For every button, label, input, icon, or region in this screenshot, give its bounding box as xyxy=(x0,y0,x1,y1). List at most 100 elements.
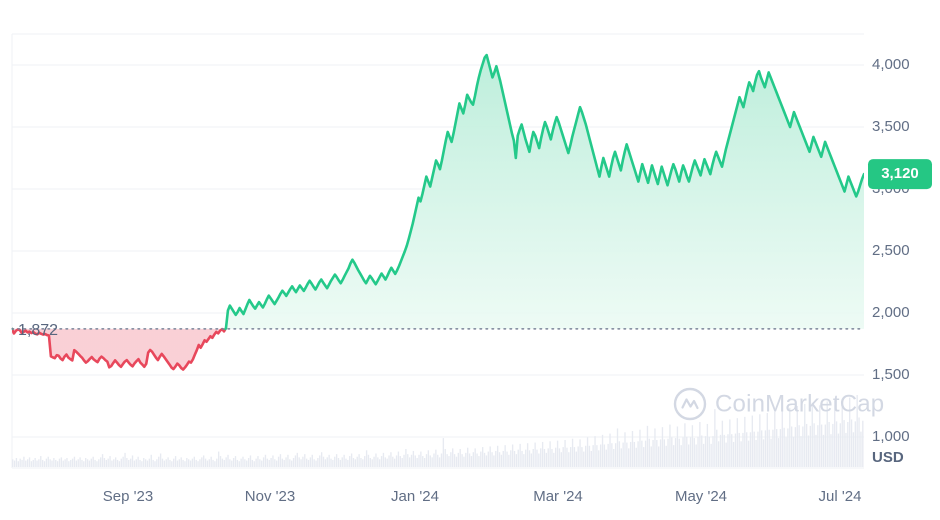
volume-bar xyxy=(695,444,697,467)
volume-bar xyxy=(555,447,557,467)
volume-bar xyxy=(225,457,227,467)
volume-bar xyxy=(85,458,87,467)
y-axis-tick-label: 4,000 xyxy=(872,56,910,73)
volume-bar xyxy=(749,432,752,467)
volume-bar xyxy=(783,427,785,467)
volume-bar xyxy=(599,444,602,467)
volume-bar xyxy=(568,452,570,467)
volume-bar xyxy=(701,435,703,467)
volume-bar xyxy=(287,454,289,467)
volume-bar xyxy=(804,404,806,467)
volume-bar xyxy=(414,455,416,467)
volume-bar xyxy=(116,459,119,467)
volume-bar xyxy=(564,440,566,467)
volume-bar xyxy=(629,441,632,467)
volume-bar xyxy=(161,458,164,467)
volume-bar xyxy=(820,424,823,467)
volume-bar xyxy=(154,461,156,467)
volume-bar xyxy=(689,437,692,467)
volume-bar xyxy=(101,454,104,467)
volume-bar xyxy=(315,460,317,467)
volume-bar xyxy=(472,452,474,467)
volume-bar xyxy=(281,458,283,467)
volume-bar xyxy=(367,454,370,467)
volume-bar xyxy=(90,458,92,467)
x-axis-tick-label: Jul '24 xyxy=(819,488,862,505)
volume-bar xyxy=(592,445,594,467)
volume-bar xyxy=(663,439,665,467)
volume-bar xyxy=(375,453,377,467)
volume-bar xyxy=(755,440,757,467)
volume-bar xyxy=(242,456,244,467)
volume-bar xyxy=(637,441,639,467)
volume-bar xyxy=(64,459,66,467)
volume-bar xyxy=(356,456,358,467)
volume-bar xyxy=(66,458,68,467)
x-axis-tick-label: Jan '24 xyxy=(391,488,439,505)
volume-bar xyxy=(719,434,722,467)
volume-bar xyxy=(828,422,830,467)
volume-bar xyxy=(536,449,538,467)
currency-label: USD xyxy=(872,449,904,466)
volume-bar xyxy=(21,459,23,467)
volume-bar xyxy=(141,461,143,467)
volume-bar xyxy=(716,429,718,467)
volume-bar xyxy=(644,440,647,467)
volume-bar xyxy=(266,458,269,467)
volume-bar xyxy=(498,452,501,467)
volume-bar xyxy=(244,459,246,467)
volume-bar xyxy=(807,435,810,467)
volume-bar xyxy=(103,458,106,467)
volume-bar xyxy=(395,455,398,467)
volume-bar xyxy=(764,430,767,467)
volume-bar xyxy=(189,460,192,467)
volume-bar xyxy=(339,459,342,467)
volume-bar xyxy=(502,450,504,467)
volume-bar xyxy=(362,459,364,467)
volume-bar xyxy=(283,459,285,467)
volume-bar xyxy=(191,458,194,467)
volume-bar xyxy=(678,438,680,467)
volume-bar xyxy=(729,419,731,467)
volume-bar xyxy=(485,455,488,467)
x-axis-tick-label: Nov '23 xyxy=(245,488,295,505)
volume-bar xyxy=(146,460,149,467)
volume-bar xyxy=(626,442,628,467)
volume-bar xyxy=(768,429,770,467)
volume-bar xyxy=(779,429,782,467)
volume-bar xyxy=(73,456,76,467)
volume-bar xyxy=(188,459,190,467)
volume-bar xyxy=(352,458,355,467)
volume-bar xyxy=(19,458,21,467)
volume-bar xyxy=(171,461,173,467)
volume-bar xyxy=(58,458,61,467)
volume-bar xyxy=(596,445,598,467)
volume-bar xyxy=(482,447,484,467)
volume-bar xyxy=(41,459,44,467)
volume-bar xyxy=(532,449,534,467)
volume-bar xyxy=(790,426,793,467)
volume-bar xyxy=(740,441,742,467)
volume-bar xyxy=(845,432,847,467)
volume-bar xyxy=(862,420,864,467)
volume-bar xyxy=(785,437,787,467)
y-axis-tick-label: 2,000 xyxy=(872,304,910,321)
volume-bar xyxy=(279,454,282,467)
y-axis-tick-label: 2,500 xyxy=(872,242,910,259)
volume-bar xyxy=(525,449,527,467)
watermark-label: CoinMarketCap xyxy=(715,390,884,417)
volume-bar xyxy=(558,448,561,467)
volume-bar xyxy=(317,458,319,467)
volume-bar xyxy=(611,443,613,467)
volume-bar xyxy=(665,445,667,467)
volume-bar xyxy=(534,442,536,467)
volume-bar xyxy=(83,461,85,467)
volume-bar xyxy=(761,430,763,467)
volume-bar xyxy=(618,441,621,467)
volume-bar xyxy=(193,456,195,467)
volume-bar xyxy=(721,420,724,467)
volume-bar xyxy=(311,454,313,467)
volume-bar xyxy=(659,439,662,467)
volume-bar xyxy=(332,459,334,467)
volume-bar xyxy=(860,431,862,467)
